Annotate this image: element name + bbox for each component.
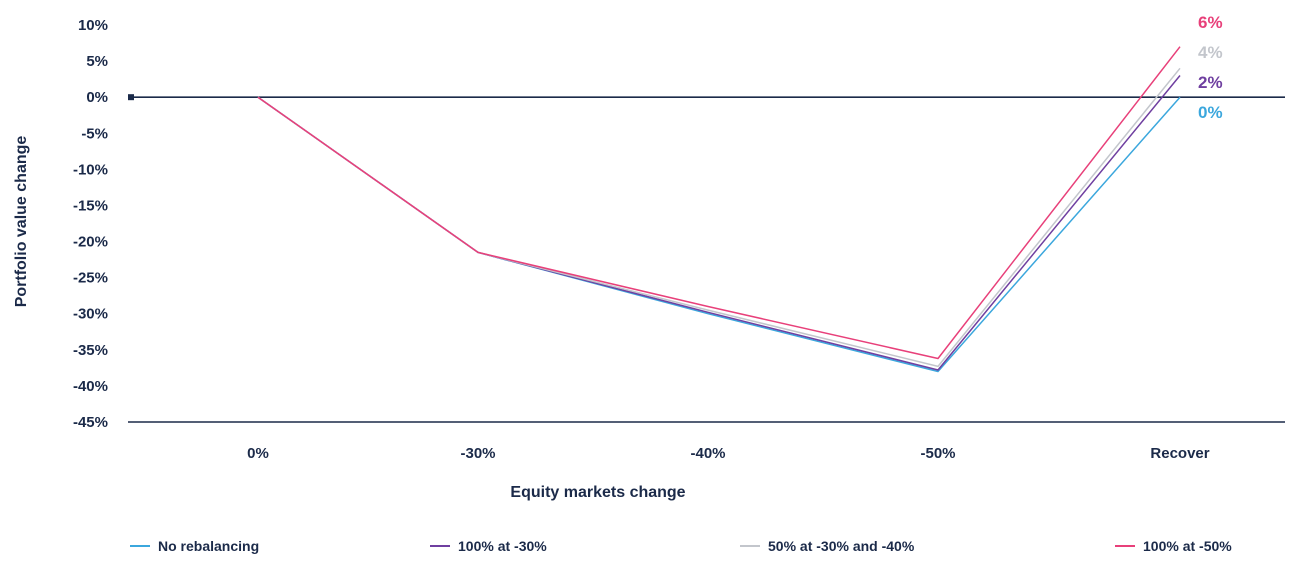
y-tick-label: -45%	[73, 414, 108, 431]
x-axis-title: Equity markets change	[510, 484, 685, 501]
y-tick-label: -5%	[81, 125, 108, 142]
y-tick-label: -20%	[73, 234, 108, 251]
x-tick-label: -50%	[920, 445, 955, 462]
legend-label: No rebalancing	[158, 538, 260, 554]
legend-swatch	[740, 545, 760, 547]
x-tick-label: -40%	[690, 445, 725, 462]
legend-item: 50% at -30% and -40%	[740, 538, 914, 554]
end-label: 6%	[1198, 13, 1223, 32]
y-tick-label: -35%	[73, 342, 108, 359]
legend-label: 50% at -30% and -40%	[768, 538, 915, 554]
legend-item: 100% at -30%	[430, 538, 547, 554]
y-tick-label: -25%	[73, 270, 108, 287]
legend: No rebalancing 100% at -30% 50% at -30% an…	[0, 538, 1295, 562]
y-tick-label: -15%	[73, 197, 108, 214]
legend-swatch	[1115, 545, 1135, 547]
legend-swatch	[130, 545, 150, 547]
end-label: 0%	[1198, 103, 1223, 122]
y-tick-label: -40%	[73, 378, 108, 395]
series-line-2	[257, 67, 1181, 368]
y-tick-label: -30%	[73, 306, 108, 323]
end-label: 4%	[1198, 43, 1223, 62]
x-tick-label: -30%	[460, 445, 495, 462]
series-line-1	[257, 75, 1181, 371]
y-tick-label: 0%	[86, 89, 108, 106]
series-line-3	[257, 46, 1181, 360]
legend-label: 100% at -30%	[458, 538, 547, 554]
x-axis-ticks: 0% -30% -40% -50% Recover	[247, 445, 1210, 462]
legend-swatch	[430, 545, 450, 547]
legend-item: No rebalancing	[130, 538, 259, 554]
end-labels: 6% 4% 2% 0%	[1198, 13, 1223, 122]
end-label: 2%	[1198, 73, 1223, 92]
legend-label: 100% at -50%	[1143, 538, 1232, 554]
series-line-0	[257, 96, 1181, 373]
zero-marker	[128, 94, 134, 101]
y-axis-title: Portfolio value change	[13, 136, 30, 308]
legend-item: 100% at -50%	[1115, 538, 1232, 554]
x-tick-label: 0%	[247, 445, 269, 462]
line-chart: 10% 5% 0% -5% -10% -15% -20% -25% -30% -35% -40% -4…	[13, 13, 1285, 501]
y-tick-label: -10%	[73, 161, 108, 178]
y-axis-ticks: 10% 5% 0% -5% -10% -15% -20% -25% -30% -35% -40% -4…	[73, 17, 108, 431]
y-tick-label: 10%	[78, 17, 108, 34]
y-tick-label: 5%	[86, 53, 108, 70]
series-lines	[257, 46, 1181, 373]
x-tick-label: Recover	[1150, 445, 1209, 462]
